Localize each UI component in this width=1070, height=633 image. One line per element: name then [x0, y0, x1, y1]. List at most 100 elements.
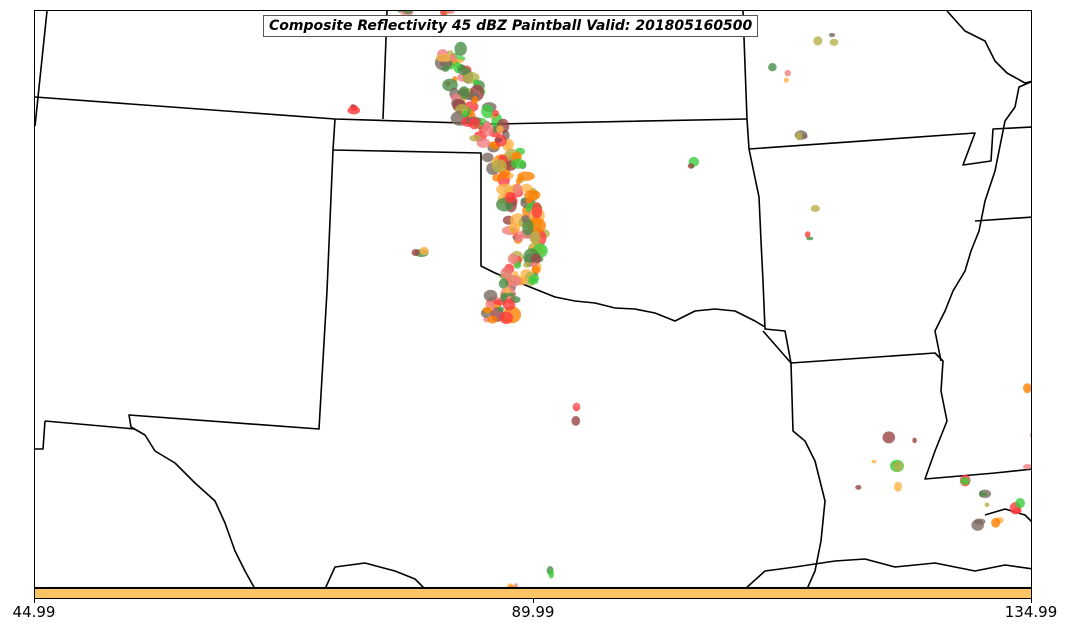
reflectivity-blob [502, 298, 516, 311]
reflectivity-blob [468, 117, 481, 130]
reflectivity-blob [436, 53, 454, 62]
reflectivity-blob [507, 585, 516, 587]
state-boundaries [35, 11, 1031, 587]
reflectivity-blob [548, 570, 554, 579]
boundary-line [934, 80, 1031, 362]
map-panel [34, 10, 1032, 588]
reflectivity-blob [529, 262, 538, 267]
reflectivity-blob [525, 197, 533, 204]
reflectivity-blob [574, 402, 580, 408]
reflectivity-blob [476, 138, 491, 148]
colorbar-tick-label-min: 44.99 [12, 603, 56, 621]
reflectivity-blob [521, 215, 530, 223]
reflectivity-blob [960, 477, 970, 485]
reflectivity-blob [1023, 464, 1031, 470]
colorbar-tick-mark [533, 599, 534, 603]
boundary-line [35, 96, 748, 125]
reflectivity-blob [498, 278, 509, 289]
reflectivity-blob [512, 183, 523, 196]
reflectivity-blob [855, 485, 862, 490]
reflectivity-blob [1015, 498, 1025, 509]
reflectivity-blob [441, 65, 450, 72]
reflectivity-blob [514, 233, 524, 243]
reflectivity-blob [482, 306, 492, 313]
reflectivity-blob [912, 437, 917, 444]
reflectivity-blob [520, 183, 533, 193]
reflectivity-blob [882, 431, 896, 444]
reflectivity-blob [487, 315, 498, 324]
boundary-line [748, 126, 1031, 166]
reflectivity-blob [810, 205, 820, 212]
reflectivity-blob [411, 249, 420, 256]
reflectivity-blob [531, 265, 540, 274]
colorbar [34, 588, 1032, 599]
reflectivity-blob [481, 104, 493, 119]
boundary-line [946, 11, 1031, 84]
reflectivity-blob [449, 53, 457, 62]
reflectivity-blob [806, 236, 814, 241]
boundary-line [325, 562, 425, 587]
boundary-line [974, 216, 1031, 222]
reflectivity-blob [979, 491, 984, 497]
reflectivity-blob [483, 289, 498, 302]
colorbar-tick-label-max: 134.99 [1004, 603, 1058, 621]
map-title: Composite Reflectivity 45 dBZ Paintball … [263, 15, 759, 37]
reflectivity-blob [481, 122, 494, 137]
reflectivity-blob [440, 11, 447, 16]
colorbar-tick-mark [34, 599, 35, 603]
reflectivity-blob [795, 132, 803, 141]
reflectivity-blob [991, 518, 1001, 528]
reflectivity-blob [687, 163, 695, 169]
reflectivity-blob [813, 36, 823, 46]
reflectivity-blob [462, 109, 469, 118]
boundary-line [332, 118, 766, 328]
reflectivity-blob [496, 125, 504, 134]
reflectivity-blob [419, 246, 429, 256]
reflectivity-blob [507, 253, 519, 265]
boundary-line [35, 11, 48, 127]
reflectivity-blob [500, 267, 512, 279]
boundary-line [762, 330, 826, 587]
reflectivity-blob [491, 109, 499, 117]
reflectivity-blob [458, 86, 470, 100]
reflectivity-blob [871, 459, 877, 464]
reflectivity-blob [517, 171, 535, 181]
reflectivity-blob [894, 481, 902, 492]
map-canvas [35, 11, 1031, 587]
reflectivity-blob [768, 63, 777, 72]
reflectivity-blob [1029, 432, 1031, 438]
reflectivity-blob [347, 106, 361, 115]
reflectivity-blob [973, 518, 986, 525]
reflectivity-blob [508, 222, 521, 234]
reflectivity-blob [522, 219, 534, 236]
reflectivity-blob [531, 202, 543, 220]
reflectivity-blob [982, 492, 988, 496]
reflectivity-blob [804, 231, 811, 238]
reflectivity-blob [984, 502, 990, 508]
reflectivity-blob [571, 416, 581, 426]
reflectivity-blob [828, 32, 836, 38]
colorbar-tick-label-mid: 89.99 [511, 603, 555, 621]
reflectivity-blob [501, 292, 509, 298]
reflectivity-blob [471, 95, 479, 104]
reflectivity-blob [893, 461, 903, 472]
reflectivity-blob [784, 69, 791, 77]
reflectivity-blob [446, 11, 455, 14]
reflectivity-blob [783, 77, 789, 83]
reflectivity-blob [492, 174, 502, 182]
reflectivity-blob [514, 583, 518, 587]
reflectivity-paintball-layer [347, 11, 1031, 587]
reflectivity-blob [530, 230, 541, 245]
colorbar-tick-mark [1031, 599, 1032, 603]
boundary-line [746, 558, 1031, 587]
reflectivity-blob [497, 306, 504, 313]
reflectivity-blob [505, 139, 514, 151]
reflectivity-blob [454, 41, 467, 56]
boundary-line [748, 148, 1031, 480]
boundary-line [128, 149, 334, 587]
reflectivity-blob [499, 311, 513, 325]
reflectivity-blob [1023, 383, 1031, 394]
boundary-line [35, 420, 46, 450]
reflectivity-blob [528, 277, 539, 285]
reflectivity-blob [505, 192, 515, 204]
